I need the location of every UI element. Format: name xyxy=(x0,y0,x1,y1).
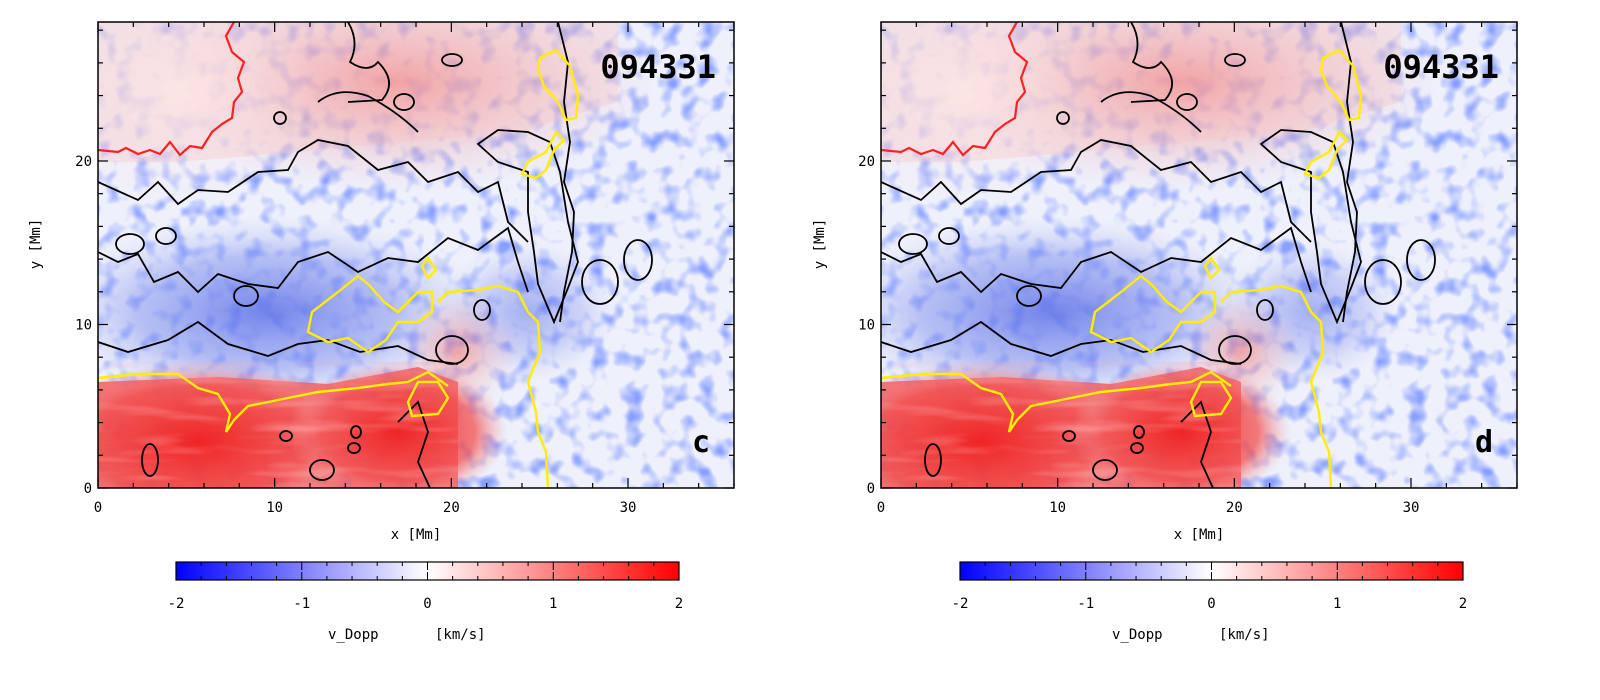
colorbar-tick-label: 0 xyxy=(1207,596,1215,612)
colorbar-tick-label: 1 xyxy=(1333,596,1341,612)
x-tick-label: 0 xyxy=(94,500,102,516)
x-axis-title: x [Mm] xyxy=(391,527,442,543)
x-tick-label: 10 xyxy=(266,500,283,516)
timestamp-label: 094331 xyxy=(1383,48,1499,86)
x-tick-label: 30 xyxy=(620,500,637,516)
y-tick-label: 10 xyxy=(75,317,92,333)
y-tick-label: 20 xyxy=(75,154,92,170)
colorbar-tick-label: 0 xyxy=(423,596,431,612)
colorbar-tick-label: -1 xyxy=(293,596,310,612)
axis-ticks xyxy=(97,22,735,489)
axis-ticks xyxy=(880,22,1518,489)
y-tick-label: 20 xyxy=(858,154,875,170)
y-tick-label: 0 xyxy=(84,481,92,497)
x-tick-label: 10 xyxy=(1049,500,1066,516)
x-tick-label: 0 xyxy=(877,500,885,516)
y-axis-title: y [Mm] xyxy=(28,219,44,270)
colorbar-tick-label: 2 xyxy=(1459,596,1467,612)
x-tick-label: 30 xyxy=(1403,500,1420,516)
y-tick-label: 0 xyxy=(867,481,875,497)
panel-letter: d xyxy=(1475,425,1493,460)
colorbar-unit: [km/s] xyxy=(1219,627,1270,643)
timestamp-label: 094331 xyxy=(600,48,716,86)
colorbar-tick-label: -2 xyxy=(168,596,185,612)
x-axis-title: x [Mm] xyxy=(1174,527,1225,543)
colorbar-label: v_Dopp xyxy=(328,627,379,643)
colorbar-tick-label: -2 xyxy=(952,596,969,612)
x-tick-label: 20 xyxy=(1226,500,1243,516)
panel-letter: c xyxy=(692,425,710,460)
colorbar-unit: [km/s] xyxy=(435,627,486,643)
x-tick-label: 20 xyxy=(443,500,460,516)
y-axis-title: y [Mm] xyxy=(812,219,828,270)
colorbar-tick-label: 1 xyxy=(549,596,557,612)
y-tick-label: 10 xyxy=(858,317,875,333)
colorbar-label: v_Dopp xyxy=(1112,627,1163,643)
colorbar-tick-label: 2 xyxy=(675,596,683,612)
colorbar-tick-label: -1 xyxy=(1077,596,1094,612)
